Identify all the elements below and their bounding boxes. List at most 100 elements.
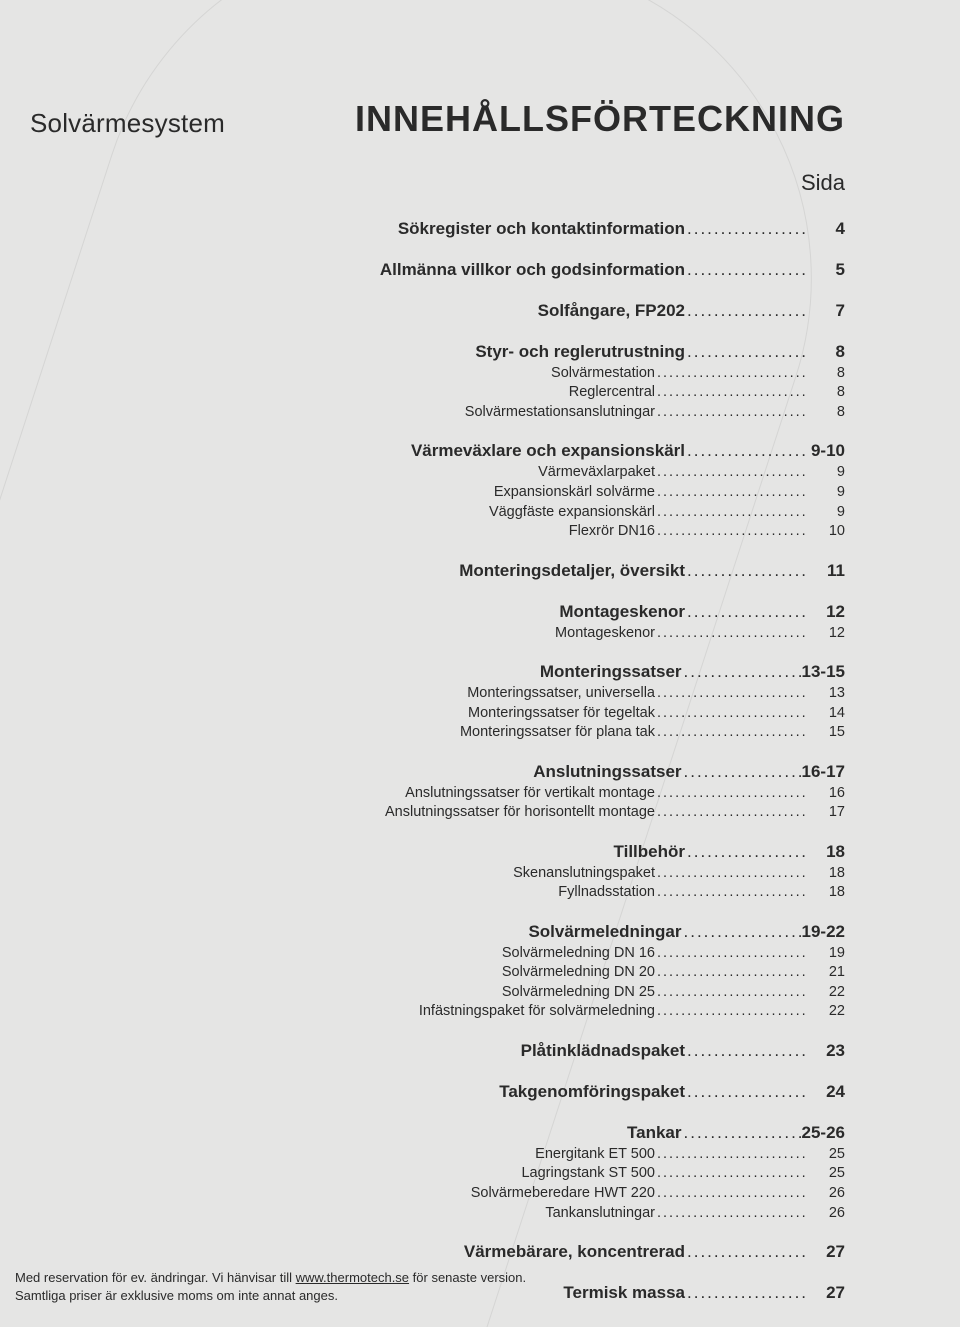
toc-page-number: 16: [805, 784, 845, 804]
toc-leader-dots: [655, 383, 805, 403]
toc-entry-sub: Solvärmeledning DN 1619: [355, 944, 845, 964]
toc-label: Anslutningssatser för vertikalt montage: [405, 784, 655, 804]
toc-leader-dots: [655, 1145, 805, 1165]
toc-entry-main: Solfångare, FP2027: [355, 300, 845, 323]
toc-leader-dots: [685, 560, 805, 583]
toc-leader-dots: [655, 1204, 805, 1224]
toc-label: Solvärmeledningar: [528, 921, 681, 944]
toc-entry-sub: Montageskenor12: [355, 624, 845, 644]
toc-entry-main: Monteringsdetaljer, översikt11: [355, 560, 845, 583]
toc-entry-main: Anslutningssatser16-17: [355, 761, 845, 784]
toc-entry-main: Solvärmeledningar 19-22: [355, 921, 845, 944]
table-of-contents: Sökregister och kontaktinformation 4 Allmä…: [355, 200, 845, 1305]
toc-label: Solvärmeledning DN 25: [502, 983, 655, 1003]
toc-label: Montageskenor: [559, 601, 685, 624]
toc-entry-sub: Tankanslutningar26: [355, 1204, 845, 1224]
toc-leader-dots: [685, 601, 805, 624]
toc-page-number: 14: [805, 704, 845, 724]
toc-page-number: 9: [805, 483, 845, 503]
toc-entry-sub: Solvärmeledning DN 2021: [355, 963, 845, 983]
toc-label: Monteringssatser: [540, 661, 682, 684]
toc-entry-sub: Monteringssatser för tegeltak 14: [355, 704, 845, 724]
toc-entry-sub: Fyllnadsstation18: [355, 883, 845, 903]
toc-entry-main: Sökregister och kontaktinformation 4: [355, 218, 845, 241]
toc-label: Infästningspaket för solvärmeledning: [419, 1002, 655, 1022]
toc-page-number: 10: [805, 522, 845, 542]
toc-label: Monteringssatser för tegeltak: [468, 704, 655, 724]
toc-leader-dots: [655, 704, 805, 724]
toc-entry-sub: Anslutningssatser för vertikalt montage 1…: [355, 784, 845, 804]
toc-label: Värmebärare, koncentrerad: [464, 1241, 685, 1264]
toc-leader-dots: [655, 983, 805, 1003]
toc-page-number: 17: [805, 803, 845, 823]
toc-leader-dots: [682, 1122, 802, 1145]
toc-label: Expansionskärl solvärme: [494, 483, 655, 503]
toc-leader-dots: [655, 963, 805, 983]
toc-leader-dots: [685, 1282, 805, 1305]
toc-label: Solvärmestationsanslutningar: [465, 403, 655, 423]
toc-label: Tillbehör: [614, 841, 685, 864]
toc-entry-sub: Flexrör DN16 10: [355, 522, 845, 542]
toc-label: Allmänna villkor och godsinformation: [380, 259, 685, 282]
toc-page-number: 18: [805, 864, 845, 884]
toc-leader-dots: [685, 218, 805, 241]
page: Solvärmesystem INNEHÅLLSFÖRTECKNING Sida…: [0, 0, 960, 1327]
toc-page-number: 19-22: [802, 921, 845, 944]
toc-label: Reglercentral: [569, 383, 655, 403]
toc-leader-dots: [682, 661, 802, 684]
toc-page-number: 15: [805, 723, 845, 743]
toc-page-number: 18: [805, 883, 845, 903]
toc-entry-sub: Lagringstank ST 50025: [355, 1164, 845, 1184]
toc-page-number: 16-17: [802, 761, 845, 784]
toc-entry-sub: Väggfäste expansionskärl9: [355, 503, 845, 523]
toc-page-number: 11: [805, 560, 845, 583]
toc-leader-dots: [655, 1002, 805, 1022]
toc-entry-main: Tillbehör 18: [355, 841, 845, 864]
toc-page-number: 18: [805, 841, 845, 864]
toc-entry-sub: Reglercentral 8: [355, 383, 845, 403]
toc-leader-dots: [685, 341, 805, 364]
toc-page-number: 9-10: [805, 440, 845, 463]
footer-line-2: Samtliga priser är exklusive moms om int…: [15, 1287, 526, 1305]
toc-page-number: 26: [805, 1184, 845, 1204]
toc-leader-dots: [655, 483, 805, 503]
footer-text-prefix: Med reservation för ev. ändringar. Vi hä…: [15, 1270, 296, 1285]
toc-page-number: 8: [805, 364, 845, 384]
footer-link[interactable]: www.thermotech.se: [296, 1270, 409, 1285]
section-label: Solvärmesystem: [30, 108, 225, 139]
toc-page-number: 12: [805, 601, 845, 624]
toc-entry-sub: Monteringssatser för plana tak15: [355, 723, 845, 743]
toc-page-number: 19: [805, 944, 845, 964]
toc-page-number: 4: [805, 218, 845, 241]
toc-page-number: 24: [805, 1081, 845, 1104]
toc-page-number: 26: [805, 1204, 845, 1224]
toc-page-number: 25: [805, 1145, 845, 1165]
toc-label: Solvärmeledning DN 20: [502, 963, 655, 983]
toc-leader-dots: [655, 1164, 805, 1184]
toc-label: Tankar: [627, 1122, 682, 1145]
toc-leader-dots: [655, 403, 805, 423]
toc-label: Flexrör DN16: [569, 522, 655, 542]
toc-entry-main: Monteringssatser 13-15: [355, 661, 845, 684]
toc-leader-dots: [685, 1241, 805, 1264]
toc-entry-sub: Expansionskärl solvärme 9: [355, 483, 845, 503]
toc-page-number: 23: [805, 1040, 845, 1063]
toc-label: Sökregister och kontaktinformation: [398, 218, 685, 241]
toc-page-number: 13-15: [802, 661, 845, 684]
toc-page-number: 13: [805, 684, 845, 704]
toc-leader-dots: [655, 522, 805, 542]
toc-entry-main: Plåtinklädnadspaket 23: [355, 1040, 845, 1063]
toc-leader-dots: [655, 723, 805, 743]
toc-page-number: 8: [805, 383, 845, 403]
toc-label: Väggfäste expansionskärl: [489, 503, 655, 523]
toc-page-number: 5: [805, 259, 845, 282]
toc-leader-dots: [655, 803, 805, 823]
toc-entry-main: Värmeväxlare och expansionskärl9-10: [355, 440, 845, 463]
toc-label: Plåtinklädnadspaket: [521, 1040, 685, 1063]
toc-entry-main: Allmänna villkor och godsinformation 5: [355, 259, 845, 282]
toc-page-number: 27: [805, 1282, 845, 1305]
toc-page-number: 22: [805, 1002, 845, 1022]
toc-entry-sub: Solvärmeberedare HWT 22026: [355, 1184, 845, 1204]
toc-entry-sub: Monteringssatser, universella13: [355, 684, 845, 704]
toc-entry-main: Värmebärare, koncentrerad27: [355, 1241, 845, 1264]
